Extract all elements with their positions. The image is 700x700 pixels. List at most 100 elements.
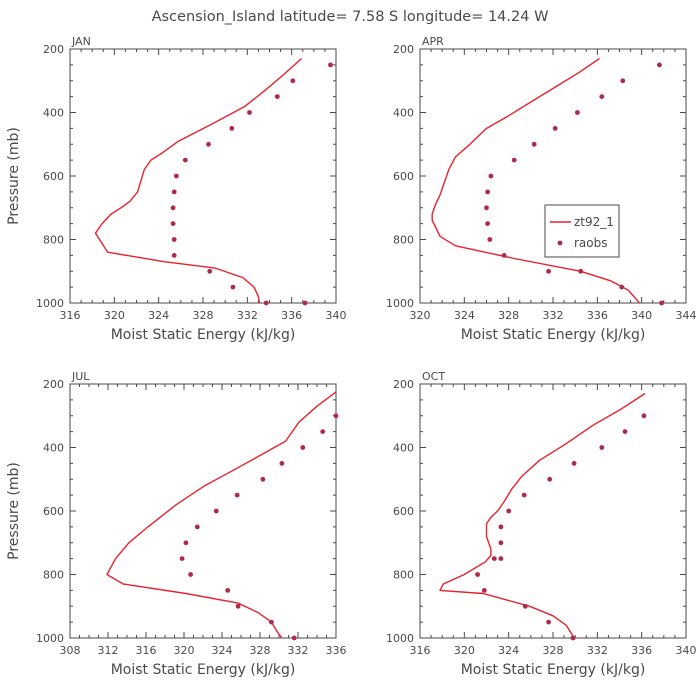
legend-label-obs: raobs xyxy=(574,236,608,250)
x-tick-label: 312 xyxy=(98,644,119,657)
obs-point xyxy=(269,619,274,625)
obs-point xyxy=(230,284,236,290)
series-line-model xyxy=(431,57,641,303)
legend-label-model: zt92_1 xyxy=(574,215,614,229)
obs-point xyxy=(578,268,584,274)
obs-point xyxy=(599,445,605,450)
obs-point xyxy=(320,429,326,434)
obs-point xyxy=(291,635,297,641)
series-line-model xyxy=(106,391,336,638)
x-axis-title: Moist Static Energy (kJ/kg) xyxy=(111,327,296,343)
plot-frame xyxy=(419,48,687,304)
obs-point xyxy=(328,62,333,68)
panel-label: JUL xyxy=(71,370,90,383)
obs-point xyxy=(171,237,177,242)
obs-point xyxy=(571,461,577,466)
x-tick-label: 344 xyxy=(676,309,697,322)
obs-point xyxy=(179,556,185,561)
obs-point xyxy=(213,508,219,514)
obs-point xyxy=(521,492,527,498)
obs-point xyxy=(174,173,179,179)
y-tick-label: 1000 xyxy=(36,297,64,310)
obs-point xyxy=(659,300,664,306)
obs-point xyxy=(511,157,517,163)
obs-point xyxy=(547,476,553,482)
y-tick-label: 600 xyxy=(43,505,64,518)
y-tick-label: 1000 xyxy=(386,297,414,310)
y-tick-label: 400 xyxy=(393,107,414,120)
obs-point xyxy=(290,78,296,84)
panel-jan: JAN 316 320 324 328 332 336 340 200 400 600 800 1000… xyxy=(6,35,347,343)
obs-point xyxy=(234,492,240,498)
x-tick-label: 316 xyxy=(410,644,431,657)
panel-label: JAN xyxy=(71,35,91,48)
panel-label: APR xyxy=(422,35,444,48)
x-tick-label: 328 xyxy=(543,644,564,657)
plot-frame xyxy=(69,48,337,304)
obs-point xyxy=(657,62,662,68)
y-tick-label: 800 xyxy=(393,569,414,582)
obs-point xyxy=(641,413,647,419)
x-tick-label: 320 xyxy=(410,309,431,322)
y-tick-label: 1000 xyxy=(36,632,64,645)
x-tick-label: 336 xyxy=(326,644,347,657)
series-line-model xyxy=(439,392,646,638)
x-tick-label: 340 xyxy=(676,644,697,657)
panel-label: OCT xyxy=(422,370,445,383)
obs-point xyxy=(546,268,551,274)
y-tick-label: 200 xyxy=(393,378,414,391)
obs-point xyxy=(481,588,487,593)
x-tick-label: 332 xyxy=(288,644,309,657)
obs-point xyxy=(552,125,558,131)
x-tick-label: 336 xyxy=(587,309,608,322)
panel-oct: OCT 316 320 324 328 332 336 340 200 400 600 800 1000… xyxy=(386,370,697,678)
y-tick-label: 800 xyxy=(393,234,414,247)
y-tick-label: 600 xyxy=(393,170,414,183)
obs-point xyxy=(274,94,280,99)
obs-point xyxy=(171,253,177,258)
x-tick-label: 320 xyxy=(104,309,125,322)
figure-title: Ascension_Island latitude= 7.58 S longit… xyxy=(152,9,549,25)
y-axis-title: Pressure (mb) xyxy=(6,127,22,225)
obs-point xyxy=(570,635,576,641)
obs-point xyxy=(475,572,480,577)
obs-point xyxy=(260,476,266,482)
obs-point xyxy=(333,413,339,419)
obs-point xyxy=(171,189,177,195)
obs-point xyxy=(194,524,200,530)
y-tick-label: 200 xyxy=(393,43,414,56)
obs-point xyxy=(207,268,213,274)
y-axis-title: Pressure (mb) xyxy=(6,462,22,560)
obs-point xyxy=(506,508,512,514)
obs-point xyxy=(484,205,489,211)
y-tick-label: 400 xyxy=(393,442,414,455)
plot-frame xyxy=(69,383,337,639)
y-tick-label: 600 xyxy=(393,505,414,518)
obs-point xyxy=(279,461,285,466)
obs-point xyxy=(498,540,504,546)
x-tick-label: 332 xyxy=(237,309,258,322)
obs-point xyxy=(300,445,306,450)
obs-point xyxy=(302,300,308,306)
y-tick-label: 200 xyxy=(43,378,64,391)
obs-point xyxy=(546,619,551,625)
obs-point xyxy=(491,556,497,561)
obs-point xyxy=(622,429,628,434)
y-tick-label: 400 xyxy=(43,107,64,120)
x-tick-label: 324 xyxy=(454,309,475,322)
x-tick-label: 324 xyxy=(212,644,233,657)
obs-point xyxy=(170,205,176,211)
plot-frame xyxy=(419,383,687,639)
x-tick-label: 324 xyxy=(498,644,519,657)
x-tick-label: 336 xyxy=(281,309,302,322)
y-tick-label: 800 xyxy=(43,234,64,247)
y-tick-label: 800 xyxy=(43,569,64,582)
series-line-model xyxy=(94,57,303,303)
obs-point xyxy=(498,524,504,530)
panels: JAN 316 320 324 328 332 336 340 200 400 600 800 1000… xyxy=(6,35,697,678)
obs-point xyxy=(599,94,605,99)
obs-point xyxy=(182,157,188,163)
obs-point xyxy=(488,173,494,179)
obs-point xyxy=(485,221,490,227)
